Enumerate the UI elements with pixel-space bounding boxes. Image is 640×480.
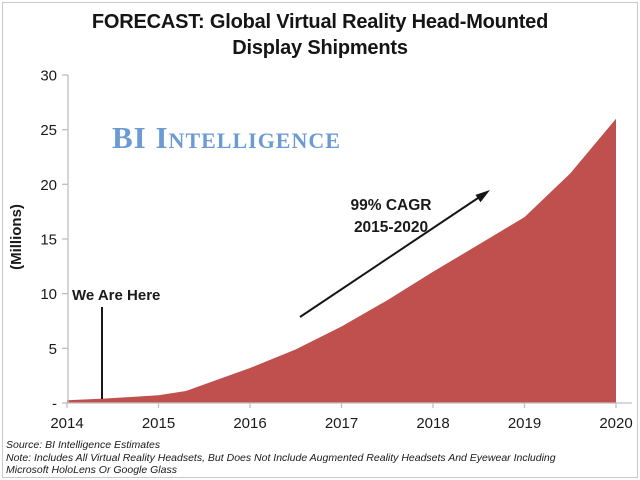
- x-tick-label: 2015: [142, 415, 175, 432]
- x-tick-label: 2019: [508, 415, 541, 432]
- note-line2: Microsoft HoloLens Or Google Glass: [6, 464, 177, 476]
- cagr-annotation-line1: 99% CAGR: [350, 197, 432, 214]
- source-note: Source: BI Intelligence Estimates Note: …: [6, 439, 634, 477]
- y-tick-label: 10: [40, 286, 57, 303]
- chart-title-line2: Display Shipments: [232, 37, 408, 59]
- bi-intelligence-logo: BI Intelligence: [112, 120, 341, 155]
- chart-title-line1: FORECAST: Global Virtual Reality Head-Mo…: [91, 11, 549, 33]
- y-tick-label: 20: [40, 177, 57, 194]
- x-tick-label: 2017: [325, 415, 358, 432]
- we-are-here-annotation: We Are Here: [72, 287, 161, 304]
- chart-title: FORECAST: Global Virtual Reality Head-Mo…: [40, 9, 600, 61]
- y-tick-label: 5: [49, 341, 57, 358]
- source-line: Source: BI Intelligence Estimates: [6, 439, 161, 451]
- y-axis-label: (Millions): [8, 204, 25, 270]
- cagr-annotation-line2: 2015-2020: [353, 219, 429, 236]
- x-tick-label: 2018: [416, 415, 449, 432]
- x-tick-label: 2014: [50, 415, 83, 432]
- area-series: [67, 118, 616, 403]
- y-tick-label: 25: [40, 122, 57, 139]
- cagr-annotation: 99% CAGR 2015-2020: [328, 195, 454, 239]
- y-tick-label: 30: [40, 68, 57, 85]
- note-line1: Note: Includes All Virtual Reality Heads…: [6, 451, 556, 464]
- x-tick-label: 2016: [233, 415, 266, 432]
- y-tick-label: -: [52, 396, 57, 413]
- x-tick-label: 2020: [599, 415, 632, 432]
- trend-arrow-head: [475, 190, 490, 203]
- y-tick-label: 15: [40, 232, 57, 249]
